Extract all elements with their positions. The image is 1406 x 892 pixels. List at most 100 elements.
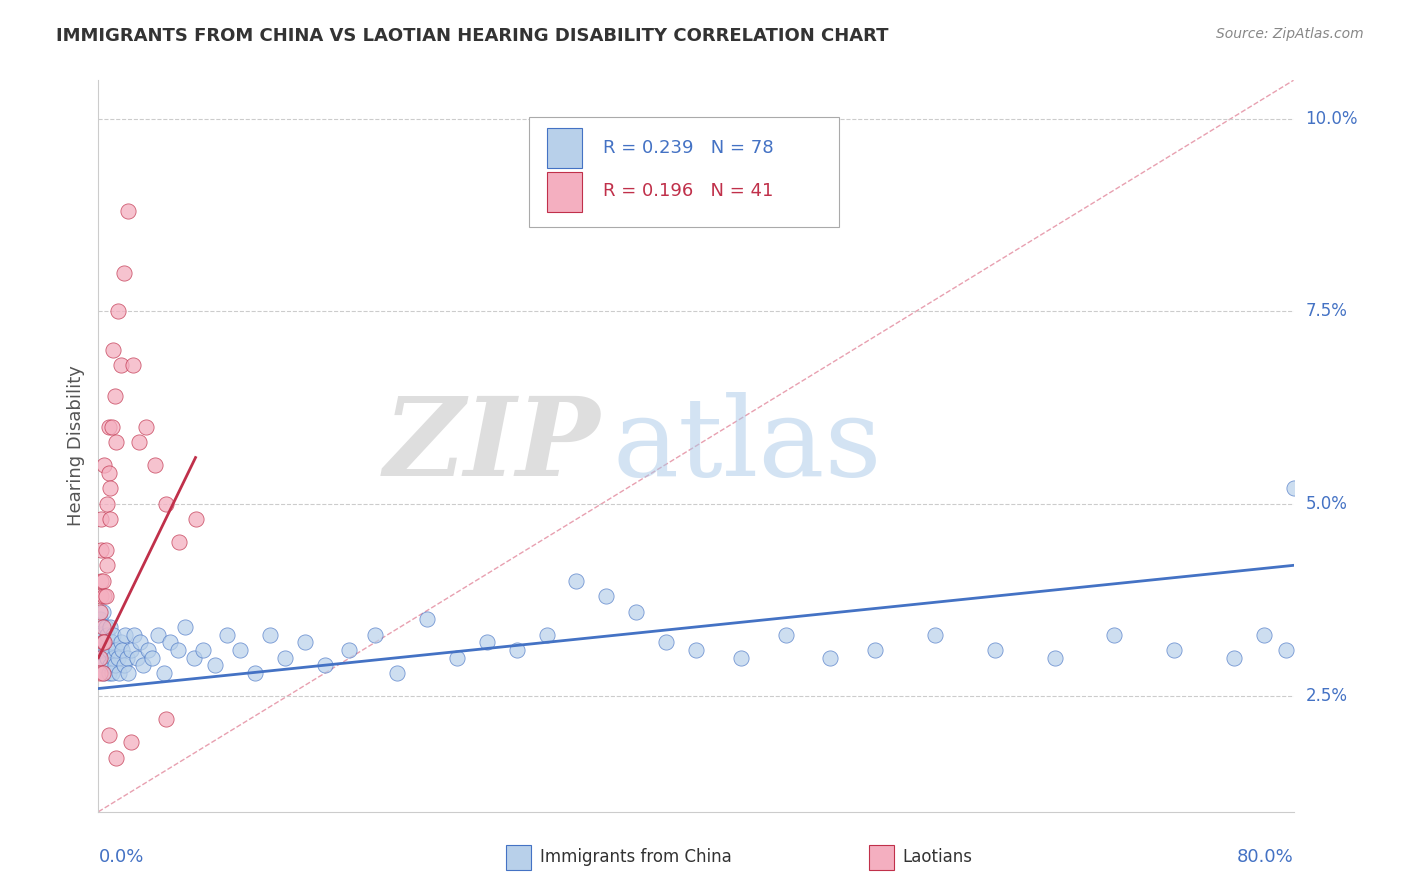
Point <box>1275 643 1298 657</box>
Point <box>506 643 529 657</box>
Point <box>89 650 111 665</box>
Point <box>136 643 159 657</box>
Point <box>89 643 111 657</box>
Text: 0.0%: 0.0% <box>98 848 143 866</box>
Point <box>339 643 361 657</box>
Point <box>105 435 128 450</box>
Point <box>97 666 120 681</box>
Point <box>204 658 226 673</box>
Point <box>93 635 115 649</box>
Point <box>101 635 124 649</box>
Point <box>97 466 120 480</box>
Point <box>90 512 112 526</box>
Point <box>94 620 117 634</box>
Point <box>865 643 887 657</box>
Point <box>90 589 112 603</box>
Point <box>101 666 124 681</box>
Point <box>274 650 297 665</box>
Point <box>93 666 115 681</box>
Point <box>229 643 252 657</box>
Point <box>259 627 281 641</box>
Point <box>93 589 115 603</box>
Point <box>245 666 267 681</box>
Point <box>117 204 139 219</box>
Point <box>1223 650 1246 665</box>
Point <box>120 643 142 657</box>
Text: R = 0.196   N = 41: R = 0.196 N = 41 <box>603 183 773 201</box>
Text: ZIP: ZIP <box>384 392 600 500</box>
Point <box>446 650 468 665</box>
Point <box>730 650 752 665</box>
Point <box>97 728 120 742</box>
Point <box>155 712 177 726</box>
Point <box>96 497 118 511</box>
Point <box>685 643 707 657</box>
Point <box>89 666 111 681</box>
Text: 5.0%: 5.0% <box>1306 495 1347 513</box>
Text: atlas: atlas <box>613 392 882 500</box>
Point <box>315 658 337 673</box>
Point <box>183 650 205 665</box>
Point <box>655 635 678 649</box>
Text: Laotians: Laotians <box>903 848 973 866</box>
Point <box>174 620 197 634</box>
Point <box>93 458 115 473</box>
Point <box>107 304 129 318</box>
Point <box>1282 481 1305 495</box>
FancyBboxPatch shape <box>529 117 839 227</box>
Point <box>626 605 648 619</box>
Point <box>104 389 127 403</box>
Point <box>115 650 138 665</box>
Point <box>112 658 135 673</box>
Point <box>167 535 190 549</box>
Point <box>101 419 124 434</box>
Point <box>416 612 439 626</box>
Point <box>364 627 387 641</box>
Point <box>775 627 797 641</box>
Point <box>103 650 125 665</box>
Point <box>1253 627 1275 641</box>
Point <box>121 358 143 372</box>
Point <box>128 435 150 450</box>
Point <box>475 635 498 649</box>
Point <box>91 620 114 634</box>
Point <box>98 658 122 673</box>
Point <box>120 735 142 749</box>
Text: Source: ZipAtlas.com: Source: ZipAtlas.com <box>1216 27 1364 41</box>
Point <box>91 635 114 649</box>
Point <box>105 643 128 657</box>
Point <box>94 543 117 558</box>
Point <box>96 627 118 641</box>
Point <box>110 358 132 372</box>
Point <box>1043 650 1066 665</box>
Point <box>1163 643 1185 657</box>
Point <box>97 643 120 657</box>
Point <box>191 643 214 657</box>
Point <box>91 658 114 673</box>
Y-axis label: Hearing Disability: Hearing Disability <box>66 366 84 526</box>
Point <box>96 558 118 573</box>
Point <box>97 419 120 434</box>
Point <box>98 512 122 526</box>
Point <box>89 605 111 619</box>
Text: 80.0%: 80.0% <box>1237 848 1294 866</box>
Point <box>90 543 112 558</box>
Point <box>159 635 181 649</box>
Text: R = 0.239   N = 78: R = 0.239 N = 78 <box>603 138 773 157</box>
Point <box>565 574 588 588</box>
Point <box>103 343 125 357</box>
Text: 7.5%: 7.5% <box>1306 302 1347 320</box>
FancyBboxPatch shape <box>547 171 582 212</box>
Point <box>141 650 163 665</box>
Point <box>90 650 112 665</box>
Point <box>107 650 129 665</box>
Point <box>104 658 127 673</box>
Text: 2.5%: 2.5% <box>1306 687 1347 706</box>
Point <box>89 612 111 626</box>
Point <box>984 643 1007 657</box>
Text: IMMIGRANTS FROM CHINA VS LAOTIAN HEARING DISABILITY CORRELATION CHART: IMMIGRANTS FROM CHINA VS LAOTIAN HEARING… <box>56 27 889 45</box>
Text: Immigrants from China: Immigrants from China <box>540 848 731 866</box>
Point <box>90 627 112 641</box>
Point <box>93 635 115 649</box>
Point <box>94 643 117 657</box>
